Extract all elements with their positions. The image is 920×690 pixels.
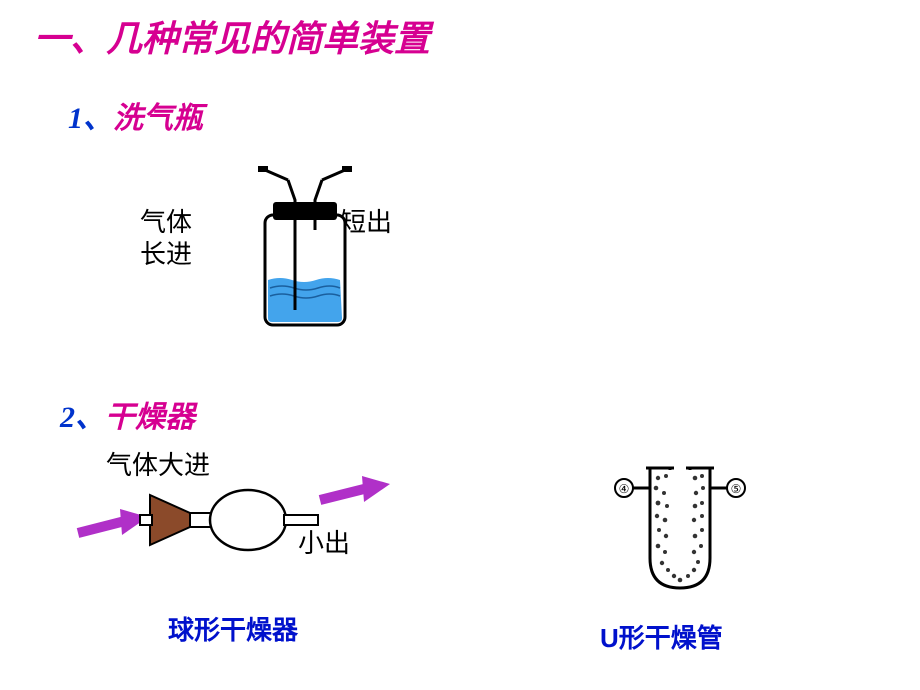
spherical-dryer-diagram: 气体大进 小出 xyxy=(70,445,450,625)
gas-in-label-bottom: 长进 xyxy=(140,234,192,271)
gas-washing-bottle-svg xyxy=(210,160,410,360)
gas-washing-bottle-diagram: 气体 长进 短出 xyxy=(140,160,460,360)
section-2-heading: 2、干燥器 xyxy=(60,392,195,436)
section-1-number: 1、 xyxy=(68,102,113,135)
u-tube-svg: ④ ⑤ xyxy=(580,448,800,618)
u-tube-diagram: ④ ⑤ xyxy=(580,448,800,628)
section-1-heading: 1、洗气瓶 xyxy=(68,93,203,137)
section-2-label: 干燥器 xyxy=(105,401,195,434)
page-title: 一、几种常见的简单装置 xyxy=(34,10,430,62)
u-tube-caption: U形干燥管 xyxy=(600,618,723,655)
u-tube-left-port-num: ④ xyxy=(619,482,630,496)
section-2-number: 2、 xyxy=(60,401,105,434)
section-1-label: 洗气瓶 xyxy=(113,102,203,135)
spherical-dryer-svg xyxy=(70,455,430,595)
u-tube-right-port-num: ⑤ xyxy=(731,482,742,496)
spherical-dryer-caption: 球形干燥器 xyxy=(168,610,298,647)
